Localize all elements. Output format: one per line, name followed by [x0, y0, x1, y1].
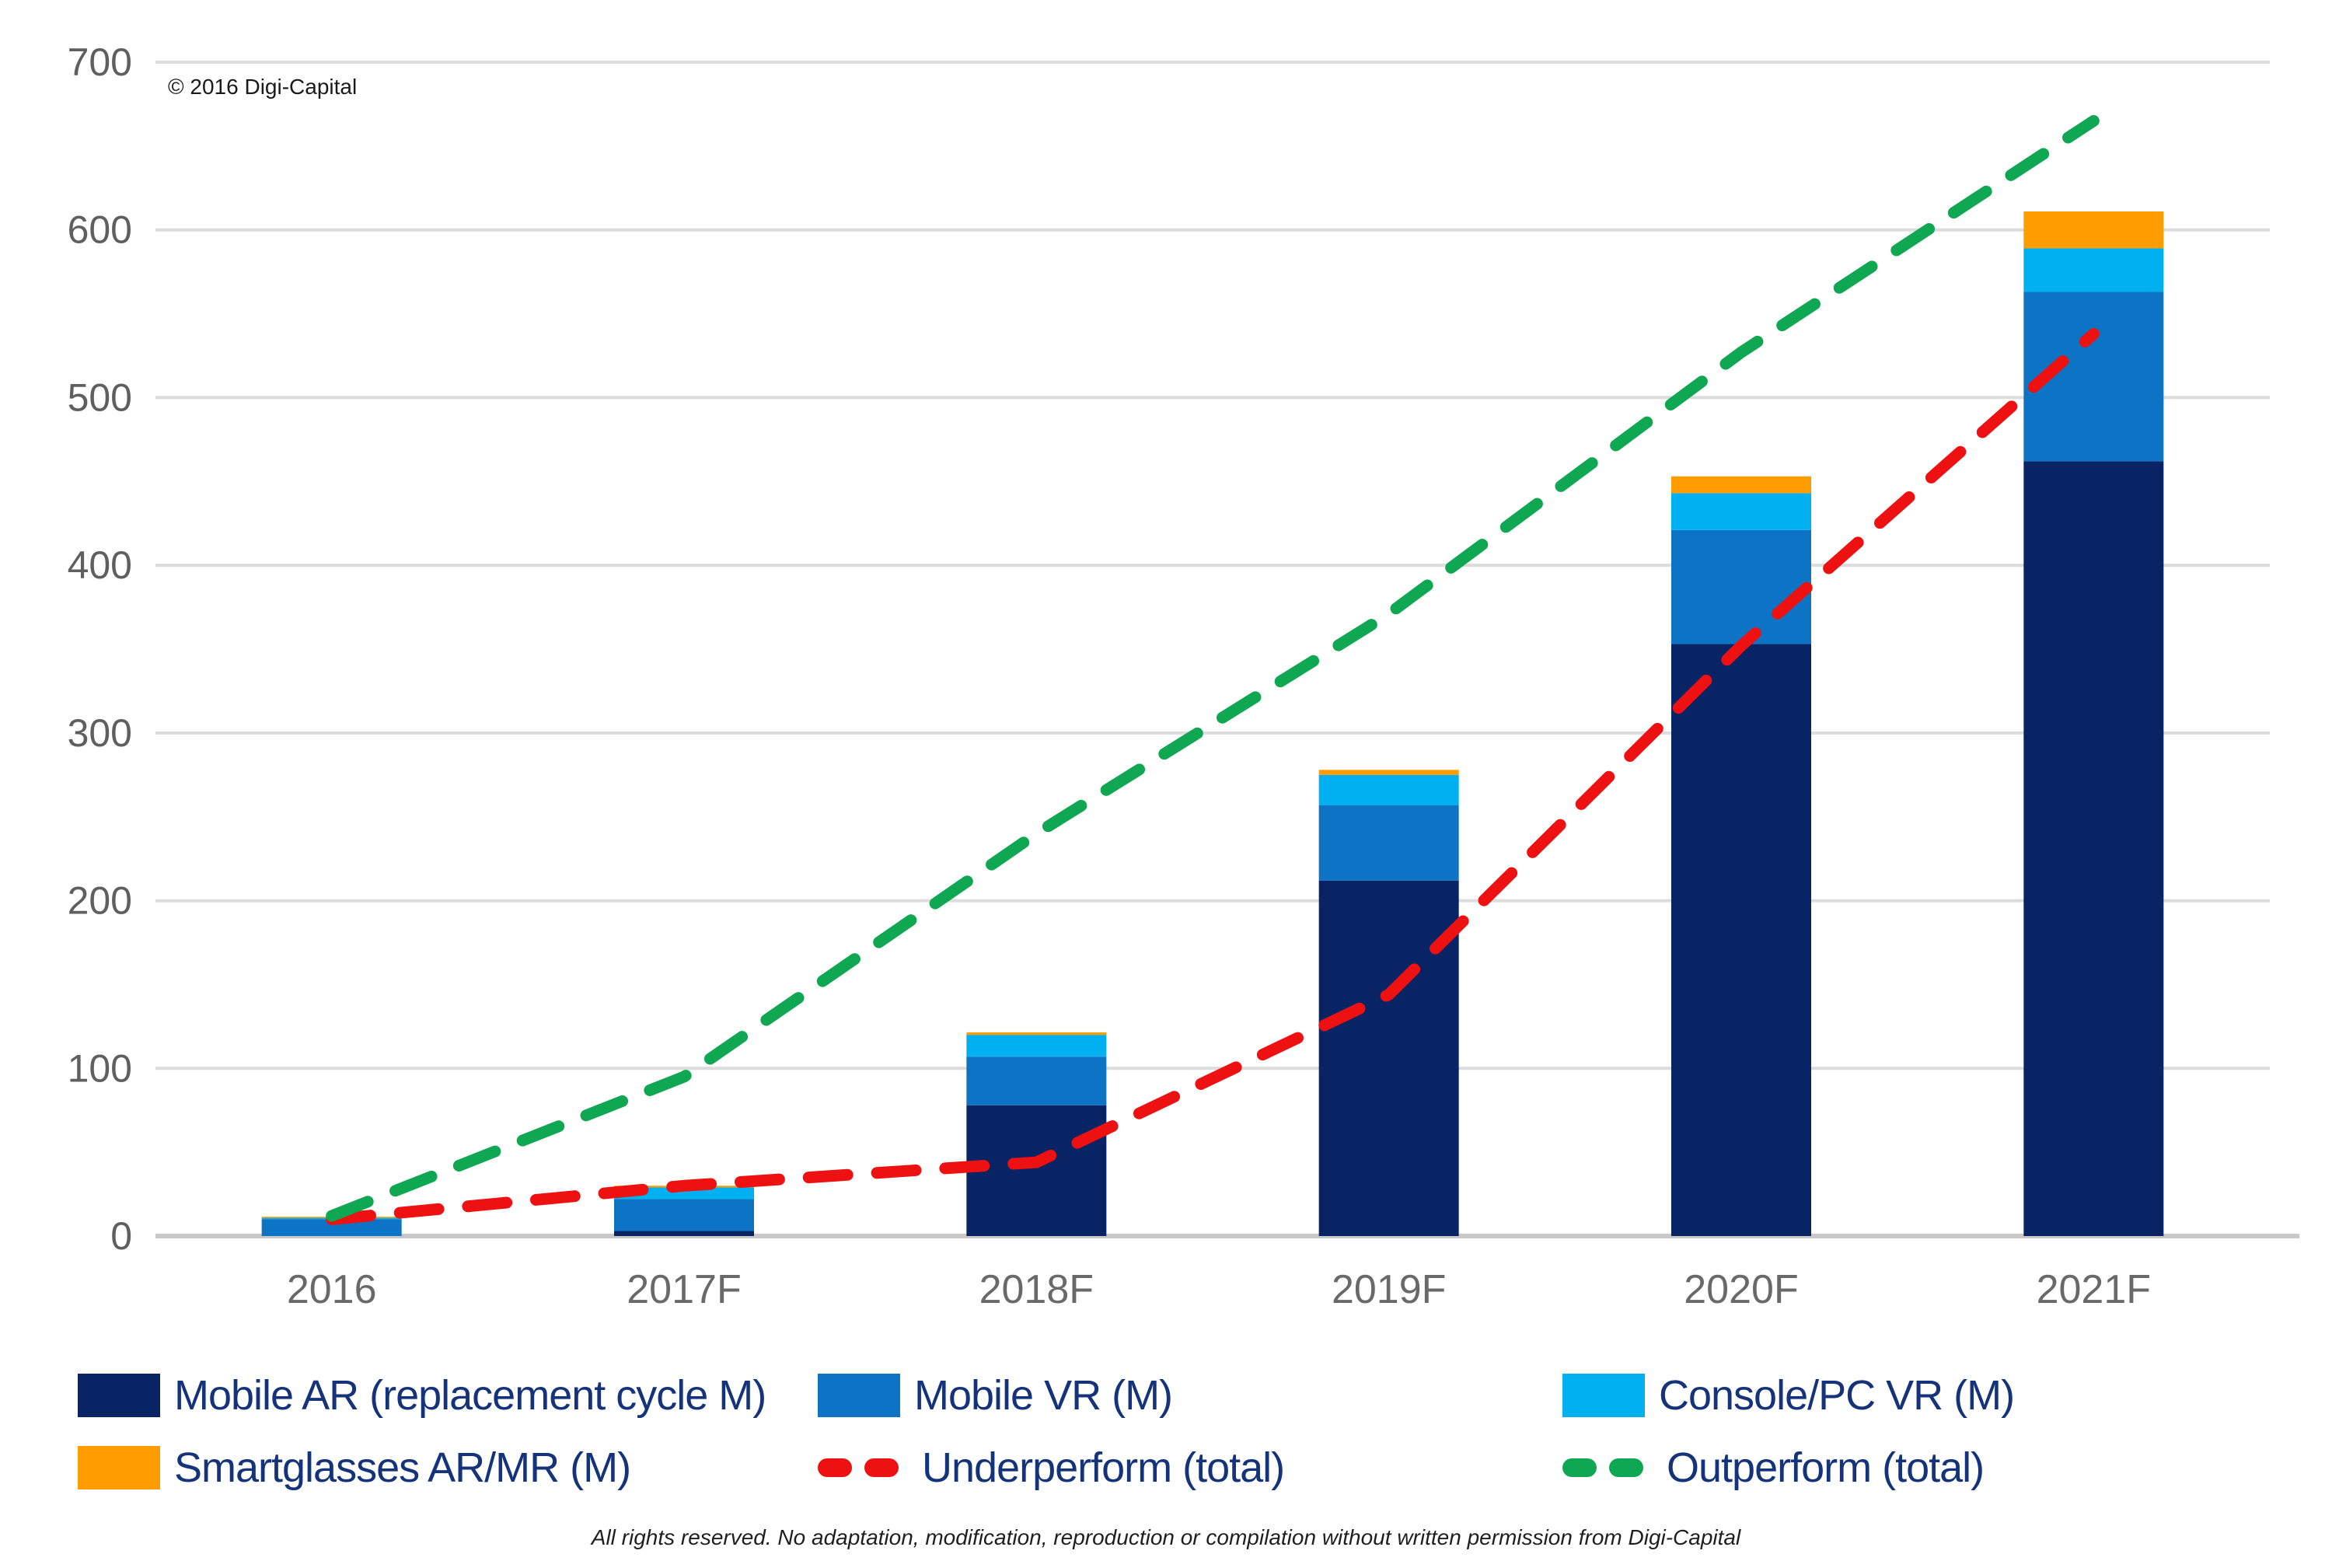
legend-dash-outperform	[1562, 1458, 1650, 1477]
legend-label-smartglasses: Smartglasses AR/MR (M)	[174, 1444, 631, 1491]
x-tick-label-2016: 2016	[287, 1267, 377, 1312]
outperform-line	[326, 115, 2100, 1222]
legend-item-mobile-ar: Mobile AR (replacement cycle M)	[78, 1371, 766, 1420]
legend-label-console-pc-vr: Console/PC VR (M)	[1659, 1372, 2015, 1419]
legend-item-console-pc-vr: Console/PC VR (M)	[1562, 1371, 2015, 1420]
bar-segment-mobile_vr-2017F	[614, 1199, 754, 1231]
legend-swatch-smartglasses	[78, 1446, 160, 1489]
legend-item-underperform: Underperform (total)	[818, 1443, 1285, 1493]
bar-segment-smartglasses-2018F	[966, 1032, 1107, 1035]
bar-segment-mobile_ar-2017F	[614, 1231, 754, 1236]
bar-segment-mobile_vr-2018F	[966, 1056, 1107, 1105]
bar-segment-mobile_ar-2021F	[2023, 461, 2164, 1236]
footer-note: All rights reserved. No adaptation, modi…	[591, 1525, 1741, 1549]
bar-segment-mobile_ar-2020F	[1671, 644, 1811, 1236]
legend-item-smartglasses: Smartglasses AR/MR (M)	[78, 1443, 631, 1493]
y-tick-label-100: 100	[68, 1046, 132, 1090]
legend-swatch-mobile-vr	[818, 1374, 900, 1417]
legend-item-mobile-vr: Mobile VR (M)	[818, 1371, 1173, 1420]
y-tick-label-200: 200	[68, 879, 132, 923]
copyright-note: © 2016 Digi-Capital	[168, 75, 358, 99]
y-tick-label-300: 300	[68, 711, 132, 755]
legend-item-outperform: Outperform (total)	[1562, 1443, 1985, 1493]
bar-segment-smartglasses-2020F	[1671, 476, 1811, 494]
y-tick-label-500: 500	[68, 375, 132, 419]
legend-label-outperform: Outperform (total)	[1667, 1444, 1985, 1491]
bar-segment-console_pc_vr-2020F	[1671, 493, 1811, 530]
bar-segment-mobile_ar-2019F	[1318, 880, 1459, 1236]
x-tick-label-2019F: 2019F	[1332, 1267, 1446, 1312]
bar-segment-smartglasses-2021F	[2023, 211, 2164, 249]
legend-label-mobile-vr: Mobile VR (M)	[914, 1372, 1173, 1419]
legend-label-underperform: Underperform (total)	[922, 1444, 1285, 1491]
y-tick-label-700: 700	[68, 40, 132, 84]
underperform-line	[326, 327, 2100, 1225]
bar-segment-console_pc_vr-2019F	[1318, 774, 1459, 805]
x-tick-label-2017F: 2017F	[627, 1267, 741, 1312]
bar-segment-console_pc_vr-2021F	[2023, 248, 2164, 292]
bar-segment-console_pc_vr-2018F	[966, 1035, 1107, 1057]
bar-segment-mobile_vr-2020F	[1671, 529, 1811, 644]
legend-label-mobile-ar: Mobile AR (replacement cycle M)	[174, 1372, 766, 1419]
x-tick-label-2021F: 2021F	[2037, 1267, 2151, 1312]
y-tick-label-400: 400	[68, 543, 132, 587]
legend-swatch-mobile-ar	[78, 1374, 160, 1417]
x-tick-label-2020F: 2020F	[1684, 1267, 1798, 1312]
bar-segment-mobile_ar-2018F	[966, 1105, 1107, 1236]
bar-segment-mobile_vr-2016	[261, 1219, 402, 1236]
bar-segment-mobile_vr-2019F	[1318, 805, 1459, 881]
bar-segment-smartglasses-2019F	[1318, 770, 1459, 775]
y-tick-label-0: 0	[110, 1214, 132, 1258]
legend-dash-underperform	[818, 1458, 905, 1477]
legend-swatch-console-pc-vr	[1562, 1374, 1645, 1417]
plot-svg: 0 100 200 300 400 500 600 700 2016 2017F 2018F 2019…	[68, 40, 2299, 1312]
y-tick-label-600: 600	[68, 208, 132, 252]
bar-segment-console_pc_vr-2017F	[614, 1187, 754, 1200]
x-tick-label-2018F: 2018F	[979, 1267, 1094, 1312]
